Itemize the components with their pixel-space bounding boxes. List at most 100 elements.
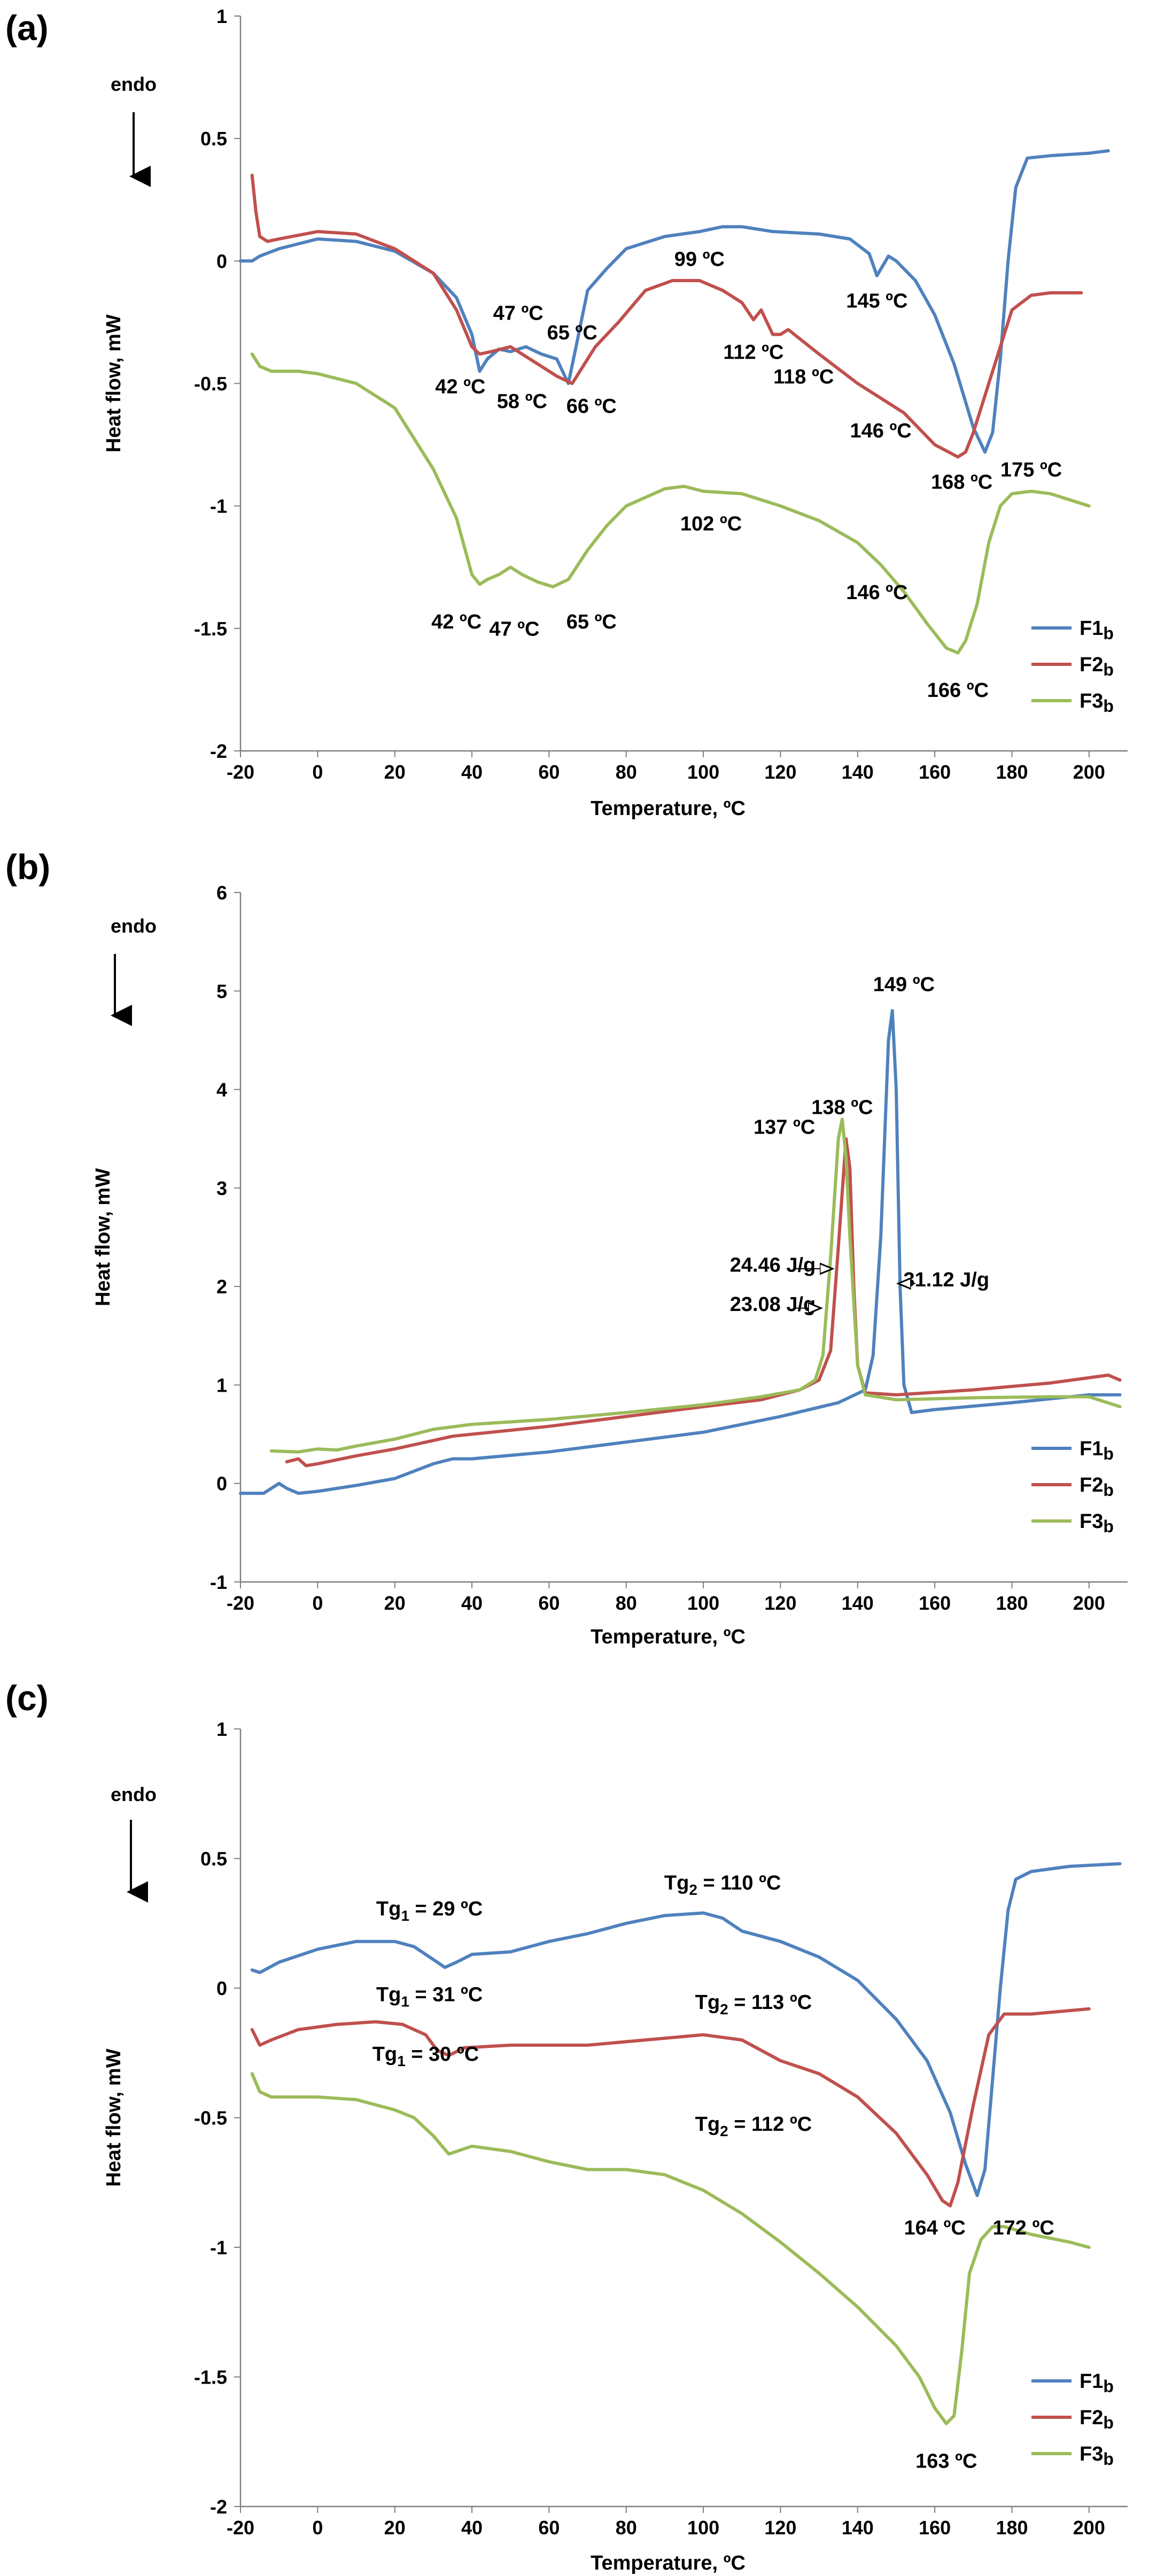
- y-tick-label: 0: [216, 1473, 227, 1495]
- x-tick-label: 160: [919, 1592, 951, 1614]
- annotation-label: 58 ºC: [497, 390, 547, 413]
- x-tick-label: 40: [461, 761, 483, 783]
- x-tick-label: 200: [1073, 761, 1105, 783]
- annotation-label: 65 ºC: [547, 322, 597, 344]
- panel-label: (a): [5, 8, 49, 48]
- x-tick-label: 120: [764, 2517, 796, 2539]
- x-axis-title: Temperature, ºC: [591, 2552, 746, 2574]
- y-tick-label: 6: [216, 882, 227, 904]
- endo-label: endo: [111, 1783, 157, 1805]
- x-tick-label: 140: [842, 761, 874, 783]
- series-line-f2: [250, 173, 1083, 459]
- y-tick-label: -1: [210, 495, 227, 517]
- chart-panel-1: (a) -20 0 20 40 60 80 100 120 140 160 180 200 1 0.5 0 -0…: [5, 5, 1128, 820]
- legend-label: F1b: [1080, 1438, 1114, 1463]
- x-tick-label: -20: [227, 1592, 254, 1614]
- x-tick-label: 0: [312, 761, 323, 783]
- y-tick-label: 1: [216, 5, 227, 27]
- annotation-label: 145 ºC: [846, 290, 907, 312]
- x-tick-label: 180: [996, 761, 1028, 783]
- x-tick-label: 180: [996, 2517, 1028, 2539]
- y-tick-label: -1: [210, 1571, 227, 1593]
- annotation-label: 168 ºC: [931, 471, 992, 494]
- annotation-label: 137 ºC: [754, 1116, 815, 1139]
- legend-label: F2b: [1080, 654, 1114, 679]
- endo-label: endo: [111, 915, 157, 937]
- y-axis-title: Heat flow, mW: [103, 2049, 125, 2186]
- legend-label: F1b: [1080, 617, 1114, 643]
- y-tick-label: 0: [216, 1977, 227, 1999]
- panel-label: (c): [5, 1678, 49, 1718]
- series-line-f3: [250, 352, 1091, 655]
- x-tick-label: 140: [842, 1592, 874, 1614]
- y-tick-label: 0.5: [200, 128, 227, 150]
- series-line-f1: [250, 1862, 1122, 2197]
- chart-panel-3: (c) -20 0 20 40 60 80 100 120 140 160 180 200 1 0.5 0 -0…: [5, 1678, 1128, 2574]
- series-line-f3: [269, 1117, 1122, 1454]
- y-tick-label: 2: [216, 1276, 227, 1298]
- annotation-label: 163 ºC: [915, 2450, 977, 2472]
- y-tick-label: 1: [216, 1374, 227, 1396]
- annotation-label: 42 ºC: [431, 611, 482, 633]
- x-tick-label: 40: [461, 2517, 483, 2539]
- y-tick-label: 3: [216, 1177, 227, 1199]
- x-axis-title: Temperature, ºC: [591, 797, 746, 820]
- legend-label: F2b: [1080, 1474, 1114, 1500]
- x-tick-label: 120: [764, 761, 796, 783]
- x-tick-label: -20: [227, 761, 254, 783]
- legend-label: F3b: [1080, 2443, 1114, 2469]
- annotation-label: 118 ºC: [773, 366, 834, 389]
- x-tick-label: 80: [616, 2517, 637, 2539]
- x-tick-label: 80: [616, 761, 637, 783]
- annotation-label: 166 ºC: [927, 679, 989, 702]
- x-tick-label: 120: [764, 1592, 796, 1614]
- series-line-f2: [285, 1137, 1122, 1468]
- annotation-label: 66 ºC: [566, 395, 617, 418]
- x-tick-label: 200: [1073, 2517, 1105, 2539]
- legend-label: F3b: [1080, 1510, 1114, 1536]
- y-tick-label: 0.5: [200, 1848, 227, 1870]
- y-tick-label: -2: [210, 740, 227, 762]
- annotation-label: 47 ºC: [489, 618, 539, 641]
- x-tick-label: 140: [842, 2517, 874, 2539]
- annotation-label: Tg1 = 29 ºC: [376, 1898, 483, 1924]
- series-line-f1: [239, 149, 1110, 454]
- x-tick-label: 160: [919, 2517, 951, 2539]
- annotation-label: Tg2 = 113 ºC: [695, 1991, 812, 2018]
- x-tick-label: 60: [538, 2517, 560, 2539]
- x-tick-label: 0: [312, 2517, 323, 2539]
- x-tick-label: -20: [227, 2517, 254, 2539]
- y-tick-label: 1: [216, 1718, 227, 1740]
- y-tick-label: -1: [210, 2237, 227, 2259]
- annotation-label: 65 ºC: [566, 611, 617, 633]
- legend-label: F3b: [1080, 690, 1114, 716]
- y-axis-title: Heat flow, mW: [92, 1168, 114, 1306]
- y-axis-title: Heat flow, mW: [103, 314, 125, 452]
- series-line-f3: [250, 2072, 1091, 2425]
- annotation-label: 138 ºC: [811, 1097, 873, 1119]
- y-tick-label: -0.5: [194, 2107, 227, 2129]
- annotation-label: 149 ºC: [873, 973, 935, 996]
- legend-label: F2b: [1080, 2407, 1114, 2432]
- legend-label: F1b: [1080, 2370, 1114, 2396]
- x-tick-label: 60: [538, 761, 560, 783]
- chart-panel-2: (b) -20 0 20 40 60 80 100 120 140 160 180 200 6 5 4 3 2 1 0…: [5, 847, 1128, 1648]
- x-tick-label: 80: [616, 1592, 637, 1614]
- x-tick-label: 20: [384, 2517, 406, 2539]
- annotation-label: 24.46 J/g: [730, 1254, 816, 1277]
- annotation-label: 99 ºC: [674, 249, 725, 271]
- y-tick-label: 4: [216, 1079, 227, 1101]
- annotation-label: 146 ºC: [846, 581, 907, 604]
- series-line-f2: [250, 2007, 1091, 2208]
- annotation-label: 47 ºC: [493, 302, 544, 324]
- x-tick-label: 0: [312, 1592, 323, 1614]
- x-tick-label: 160: [919, 761, 951, 783]
- x-tick-label: 20: [384, 761, 406, 783]
- y-tick-label: -0.5: [194, 373, 227, 395]
- annotation-label: 31.12 J/g: [904, 1269, 990, 1291]
- endo-label: endo: [111, 73, 157, 95]
- annotation-label: 112 ºC: [723, 342, 783, 364]
- y-tick-label: 0: [216, 250, 227, 272]
- y-tick-label: -1.5: [194, 618, 227, 640]
- x-tick-label: 60: [538, 1592, 560, 1614]
